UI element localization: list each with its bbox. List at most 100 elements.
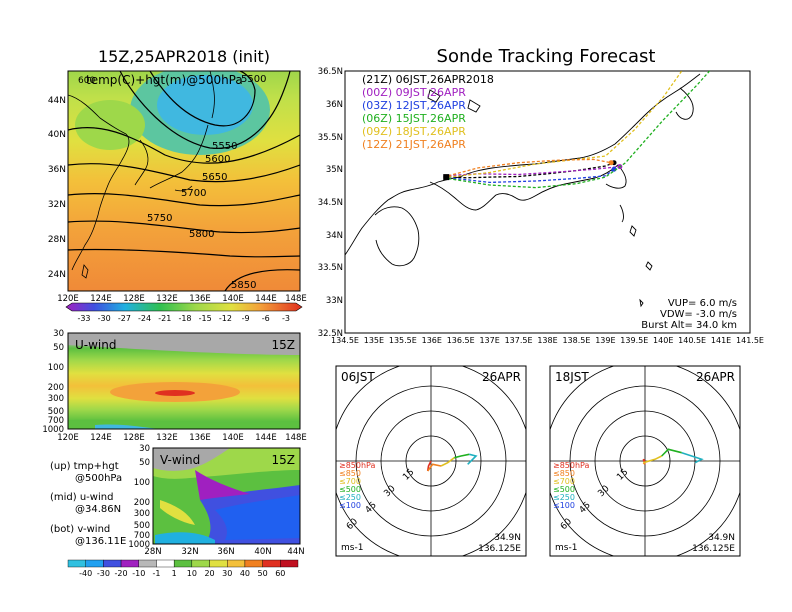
track-coastline bbox=[345, 73, 701, 308]
note-bot: (bot) v-wind bbox=[50, 524, 110, 535]
hodo-segment bbox=[681, 451, 704, 464]
cold-core bbox=[157, 75, 253, 135]
hodo-left-date: 26APR bbox=[482, 370, 521, 384]
u-lon-128e: 128E bbox=[123, 433, 145, 443]
track-lat-36n: 36N bbox=[326, 100, 343, 110]
v-lat-32n: 32N bbox=[181, 547, 198, 557]
contour-label-5800: 5800 bbox=[189, 229, 214, 240]
hodo-legend-item: ≤250 bbox=[553, 493, 575, 502]
track-lon-label: 141.5E bbox=[736, 336, 764, 345]
wind-colorbar-cell bbox=[209, 559, 228, 568]
contour-label-5550: 5550 bbox=[212, 141, 237, 152]
hodo-legend-item: ≤100 bbox=[339, 501, 361, 510]
map-lon-128e: 128E bbox=[123, 294, 145, 304]
wind-colorbar-cell bbox=[280, 559, 299, 568]
track-lon-label: 139E bbox=[595, 336, 615, 345]
wind-colorbar-cell bbox=[262, 559, 281, 568]
hodo-legend-item: ≤500 bbox=[553, 485, 575, 494]
track-lat-34-5n: 34.5N bbox=[318, 198, 343, 208]
u-lon-144e: 144E bbox=[255, 433, 277, 443]
v-lat-28n: 28N bbox=[144, 547, 161, 557]
hodo-legend-item: ≤100 bbox=[553, 501, 575, 510]
map-lon-132e: 132E bbox=[156, 294, 178, 304]
launch-site-marker bbox=[443, 174, 450, 181]
map-lon-144e: 144E bbox=[255, 294, 277, 304]
v-p-100: 100 bbox=[134, 478, 150, 488]
map-lon-120e: 120E bbox=[57, 294, 79, 304]
track-lon-label: 141E bbox=[711, 336, 731, 345]
v-purple bbox=[195, 470, 250, 500]
v-gray bbox=[153, 448, 230, 471]
track-lat-32-5n: 32.5N bbox=[318, 329, 343, 339]
hodo-right-date: 26APR bbox=[696, 370, 735, 384]
map-lat-44n: 44N bbox=[48, 96, 66, 106]
u-wind-section: U-wind 15Z 30 50 100 200 300 500 700 100… bbox=[42, 329, 306, 443]
map-lat-36n: 36N bbox=[48, 165, 66, 175]
height-contours bbox=[68, 71, 300, 291]
hodo-legend-item: ≤500 bbox=[339, 485, 361, 494]
panel-notes: (up) tmp+hgt @500hPa (mid) u-wind @34.86… bbox=[50, 461, 126, 547]
wind-colorbar-cell bbox=[67, 559, 86, 568]
v-p-500: 500 bbox=[134, 521, 150, 531]
u-lon-140e: 140E bbox=[222, 433, 244, 443]
wind-colorbar-cell bbox=[244, 559, 263, 568]
hodo-right-unit: ms-1 bbox=[555, 543, 577, 553]
wind-colorbar-cell bbox=[173, 559, 193, 568]
wind-colorbar-label: -20 bbox=[115, 569, 128, 578]
u-lon-136e: 136E bbox=[189, 433, 211, 443]
map-lon-124e: 124E bbox=[90, 294, 112, 304]
track-lon-label: 140.5E bbox=[678, 336, 706, 345]
temp-colorbar-label: -33 bbox=[77, 314, 90, 323]
stat-burst: Burst Alt= 34.0 km bbox=[641, 320, 737, 331]
u-lon-148e: 148E bbox=[285, 433, 307, 443]
map-lon-140e: 140E bbox=[222, 294, 244, 304]
hodograph-left: 06JST 26APR ms-1 34.9N 136.125E ≥850hPa≤… bbox=[335, 365, 527, 557]
v-wind-title: V-wind bbox=[160, 453, 200, 467]
hodo-left-lon: 136.125E bbox=[478, 544, 521, 554]
track-lon-label: 138E bbox=[537, 336, 557, 345]
temp-colorbar-label: -21 bbox=[158, 314, 171, 323]
track-legend: (21Z) 06JST,26APR2018 (00Z) 09JST,26APR … bbox=[362, 73, 494, 151]
u-p-100: 100 bbox=[48, 363, 64, 373]
hodo-legend-item: ≤700 bbox=[339, 477, 361, 486]
note-bot-sub: @136.11E bbox=[75, 536, 126, 547]
track-line bbox=[443, 71, 711, 189]
hodo-right-lat: 34.9N bbox=[708, 533, 735, 543]
wind-colorbar-cell bbox=[85, 559, 104, 568]
track-line bbox=[443, 165, 620, 177]
track-lat-33n: 33N bbox=[326, 296, 343, 306]
map-lat-32n: 32N bbox=[48, 200, 66, 210]
hodograph-right: 18JST 26APR ms-1 34.9N 136.125E ≥850hPa ≤… bbox=[549, 365, 741, 557]
stat-vup: VUP= 6.0 m/s bbox=[668, 298, 737, 309]
hodo-legend-item: ≤850 bbox=[339, 469, 361, 478]
u-wind-pressure-axis: 30 50 100 200 300 500 700 1000 bbox=[42, 329, 64, 435]
track-lon-label: 137.5E bbox=[505, 336, 533, 345]
hodo-right-time: 18JST bbox=[555, 370, 589, 384]
u-lon-132e: 132E bbox=[156, 433, 178, 443]
v-p-30: 30 bbox=[139, 444, 150, 454]
u-p-700: 700 bbox=[48, 416, 64, 426]
track-lon-label: 138.5E bbox=[562, 336, 590, 345]
legend-03z: (03Z) 12JST,26APR bbox=[362, 99, 466, 112]
wind-colorbar-label: -1 bbox=[152, 569, 160, 578]
track-lon-label: 137E bbox=[479, 336, 499, 345]
v-p-50: 50 bbox=[139, 458, 150, 468]
hodo-segment bbox=[661, 448, 682, 457]
hodo-right-lon: 136.125E bbox=[692, 544, 735, 554]
map-lon-axis: 120E 124E 128E 132E 136E 140E 144E 148E bbox=[57, 294, 307, 304]
temp-height-map: 15Z,25APR2018 (init) bbox=[48, 47, 307, 323]
map-lat-axis: 44N 40N 36N 32N 28N 24N bbox=[48, 96, 66, 280]
temp-colorbar-label: -12 bbox=[219, 314, 232, 323]
wind-colorbar-label: -40 bbox=[79, 569, 92, 578]
hodo-legend-item: ≥850hPa bbox=[553, 461, 590, 470]
wind-colorbar-cell bbox=[227, 559, 246, 568]
temp-colorbar-label: -6 bbox=[262, 314, 270, 323]
map-lon-136e: 136E bbox=[189, 294, 211, 304]
wind-colorbar-label: -10 bbox=[132, 569, 145, 578]
hodo-left-time: 06JST bbox=[341, 370, 375, 384]
v-lat-36n: 36N bbox=[217, 547, 234, 557]
v-wind-pressure-axis: 30 50 100 200 300 500 700 1000 bbox=[128, 444, 150, 550]
legend-09z: (09Z) 18JST,26APR bbox=[362, 125, 466, 138]
track-lon-label: 134.5E bbox=[331, 336, 359, 345]
